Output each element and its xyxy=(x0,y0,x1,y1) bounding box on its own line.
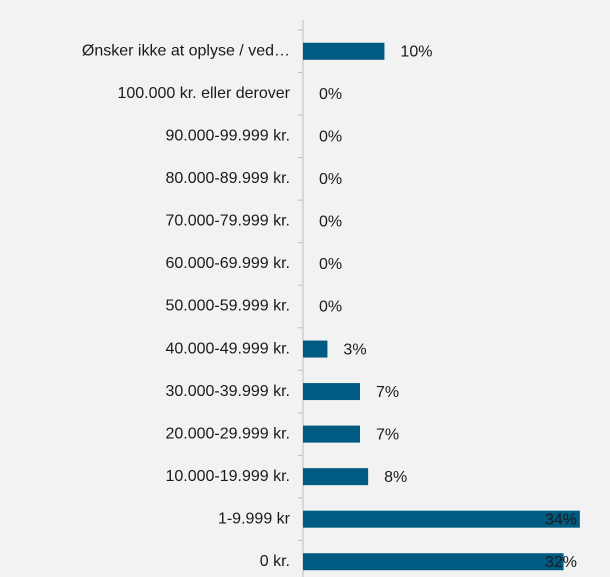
value-label: 8% xyxy=(384,469,407,486)
category-label: 50.000-59.999 kr. xyxy=(165,298,290,315)
bar xyxy=(303,553,564,571)
category-label: 20.000-29.999 kr. xyxy=(165,425,290,442)
value-label: 32% xyxy=(545,554,577,571)
bar xyxy=(303,425,360,443)
value-label: 0% xyxy=(319,129,342,146)
category-label: Ønsker ikke at oplyse / ved… xyxy=(82,42,290,59)
value-label: 34% xyxy=(545,511,577,528)
value-label: 0% xyxy=(319,171,342,188)
value-label: 0% xyxy=(319,214,342,231)
bar xyxy=(303,340,328,358)
category-label: 10.000-19.999 kr. xyxy=(165,468,290,485)
category-label: 1-9.999 kr xyxy=(218,510,291,527)
bar xyxy=(303,510,580,528)
category-label: 90.000-99.999 kr. xyxy=(165,128,290,145)
category-label: 80.000-89.999 kr. xyxy=(165,170,290,187)
category-label: 30.000-39.999 kr. xyxy=(165,383,290,400)
bar xyxy=(303,468,369,486)
value-label: 0% xyxy=(319,299,342,316)
value-label: 7% xyxy=(376,384,399,401)
category-label: 0 kr. xyxy=(260,553,290,570)
value-label: 10% xyxy=(400,43,432,60)
bar xyxy=(303,383,360,401)
category-label: 40.000-49.999 kr. xyxy=(165,340,290,357)
category-label: 60.000-69.999 kr. xyxy=(165,255,290,272)
category-label: 70.000-79.999 kr. xyxy=(165,213,290,230)
bar xyxy=(303,42,385,60)
value-label: 0% xyxy=(319,86,342,103)
value-label: 7% xyxy=(376,426,399,443)
value-label: 3% xyxy=(343,341,366,358)
category-label: 100.000 kr. eller derover xyxy=(117,85,290,102)
value-label: 0% xyxy=(319,256,342,273)
